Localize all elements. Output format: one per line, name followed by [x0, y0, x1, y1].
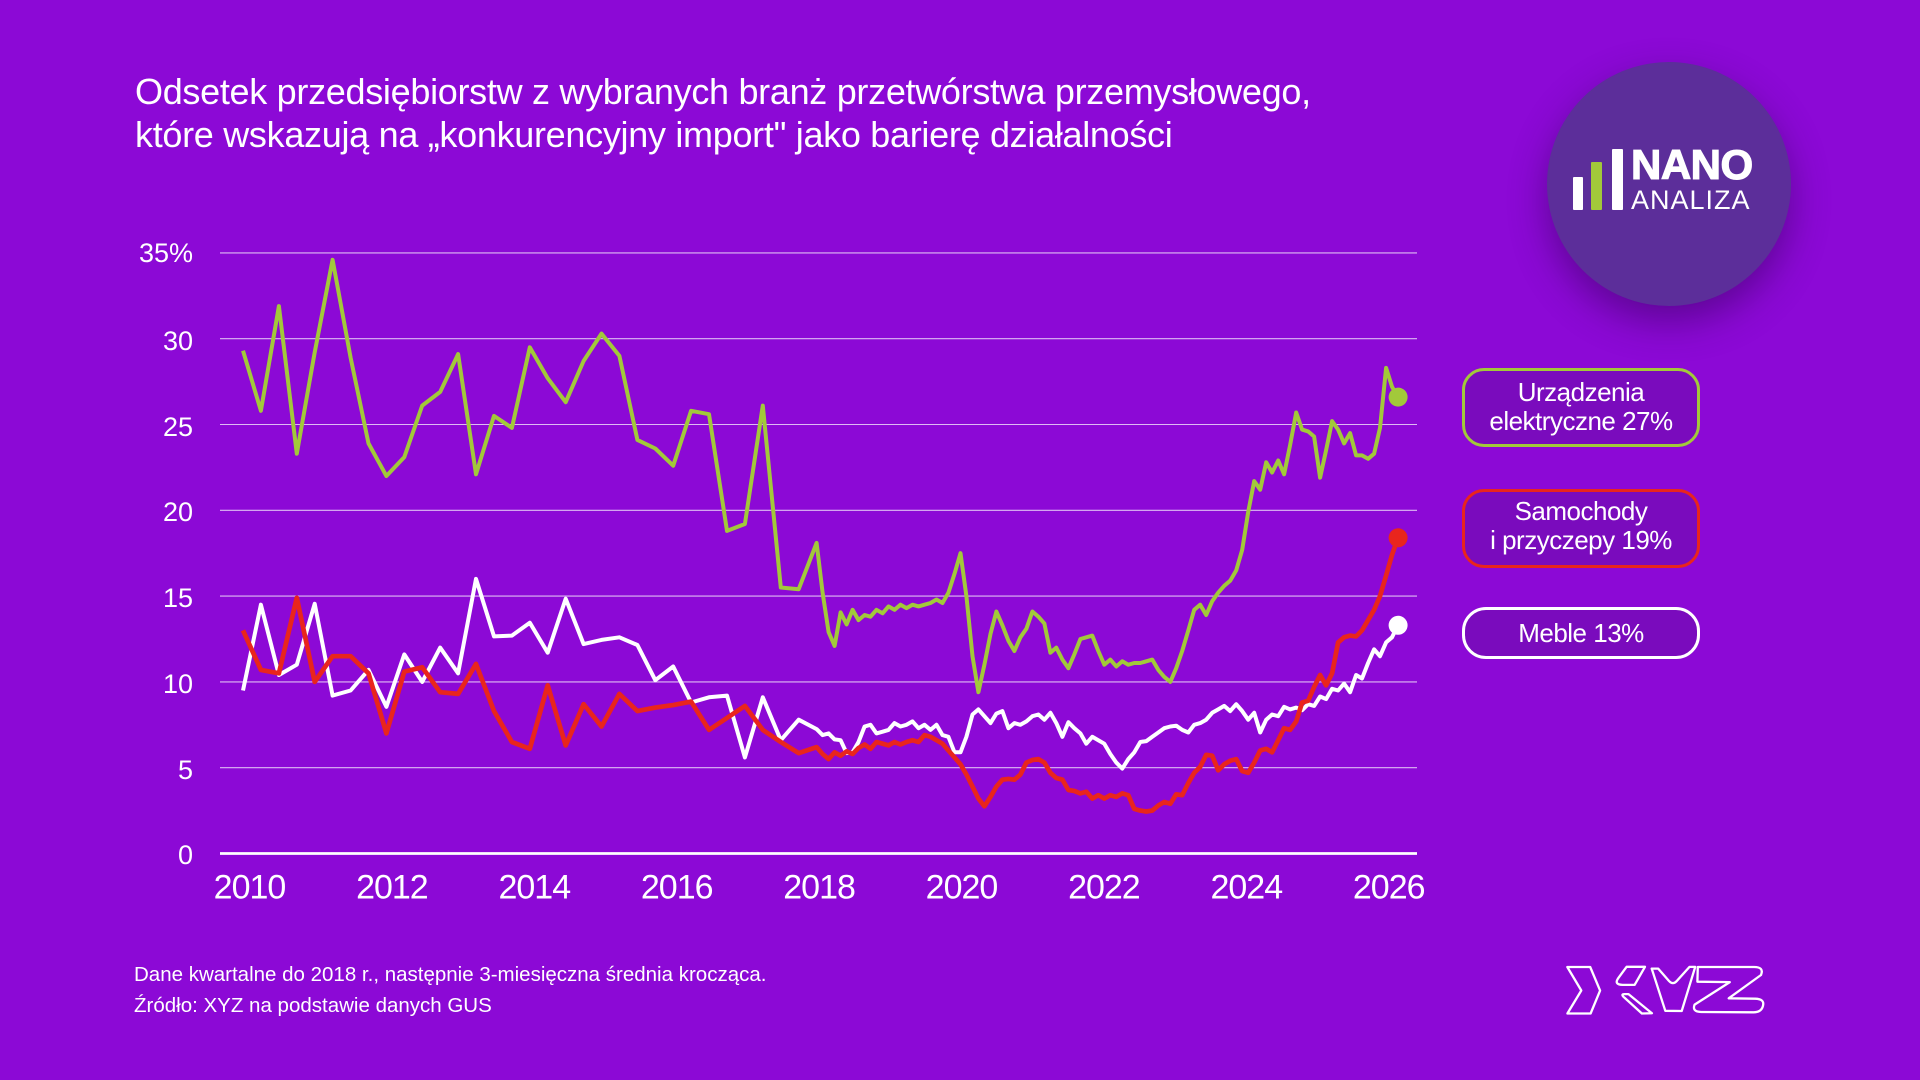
svg-text:2016: 2016	[641, 869, 713, 907]
svg-text:5: 5	[178, 755, 193, 785]
svg-text:2014: 2014	[498, 869, 570, 907]
svg-text:2012: 2012	[356, 869, 428, 907]
svg-text:2020: 2020	[926, 869, 998, 907]
svg-text:2026: 2026	[1353, 869, 1425, 907]
svg-text:25: 25	[163, 412, 193, 442]
svg-text:2010: 2010	[214, 869, 286, 907]
svg-text:35%: 35%	[139, 238, 193, 268]
svg-text:20: 20	[163, 497, 193, 527]
svg-text:0: 0	[178, 840, 193, 870]
svg-text:15: 15	[163, 583, 193, 613]
svg-text:2024: 2024	[1210, 869, 1282, 907]
svg-text:2022: 2022	[1068, 869, 1140, 907]
svg-text:10: 10	[163, 669, 193, 699]
svg-text:30: 30	[163, 326, 193, 356]
svg-text:2018: 2018	[783, 869, 855, 907]
